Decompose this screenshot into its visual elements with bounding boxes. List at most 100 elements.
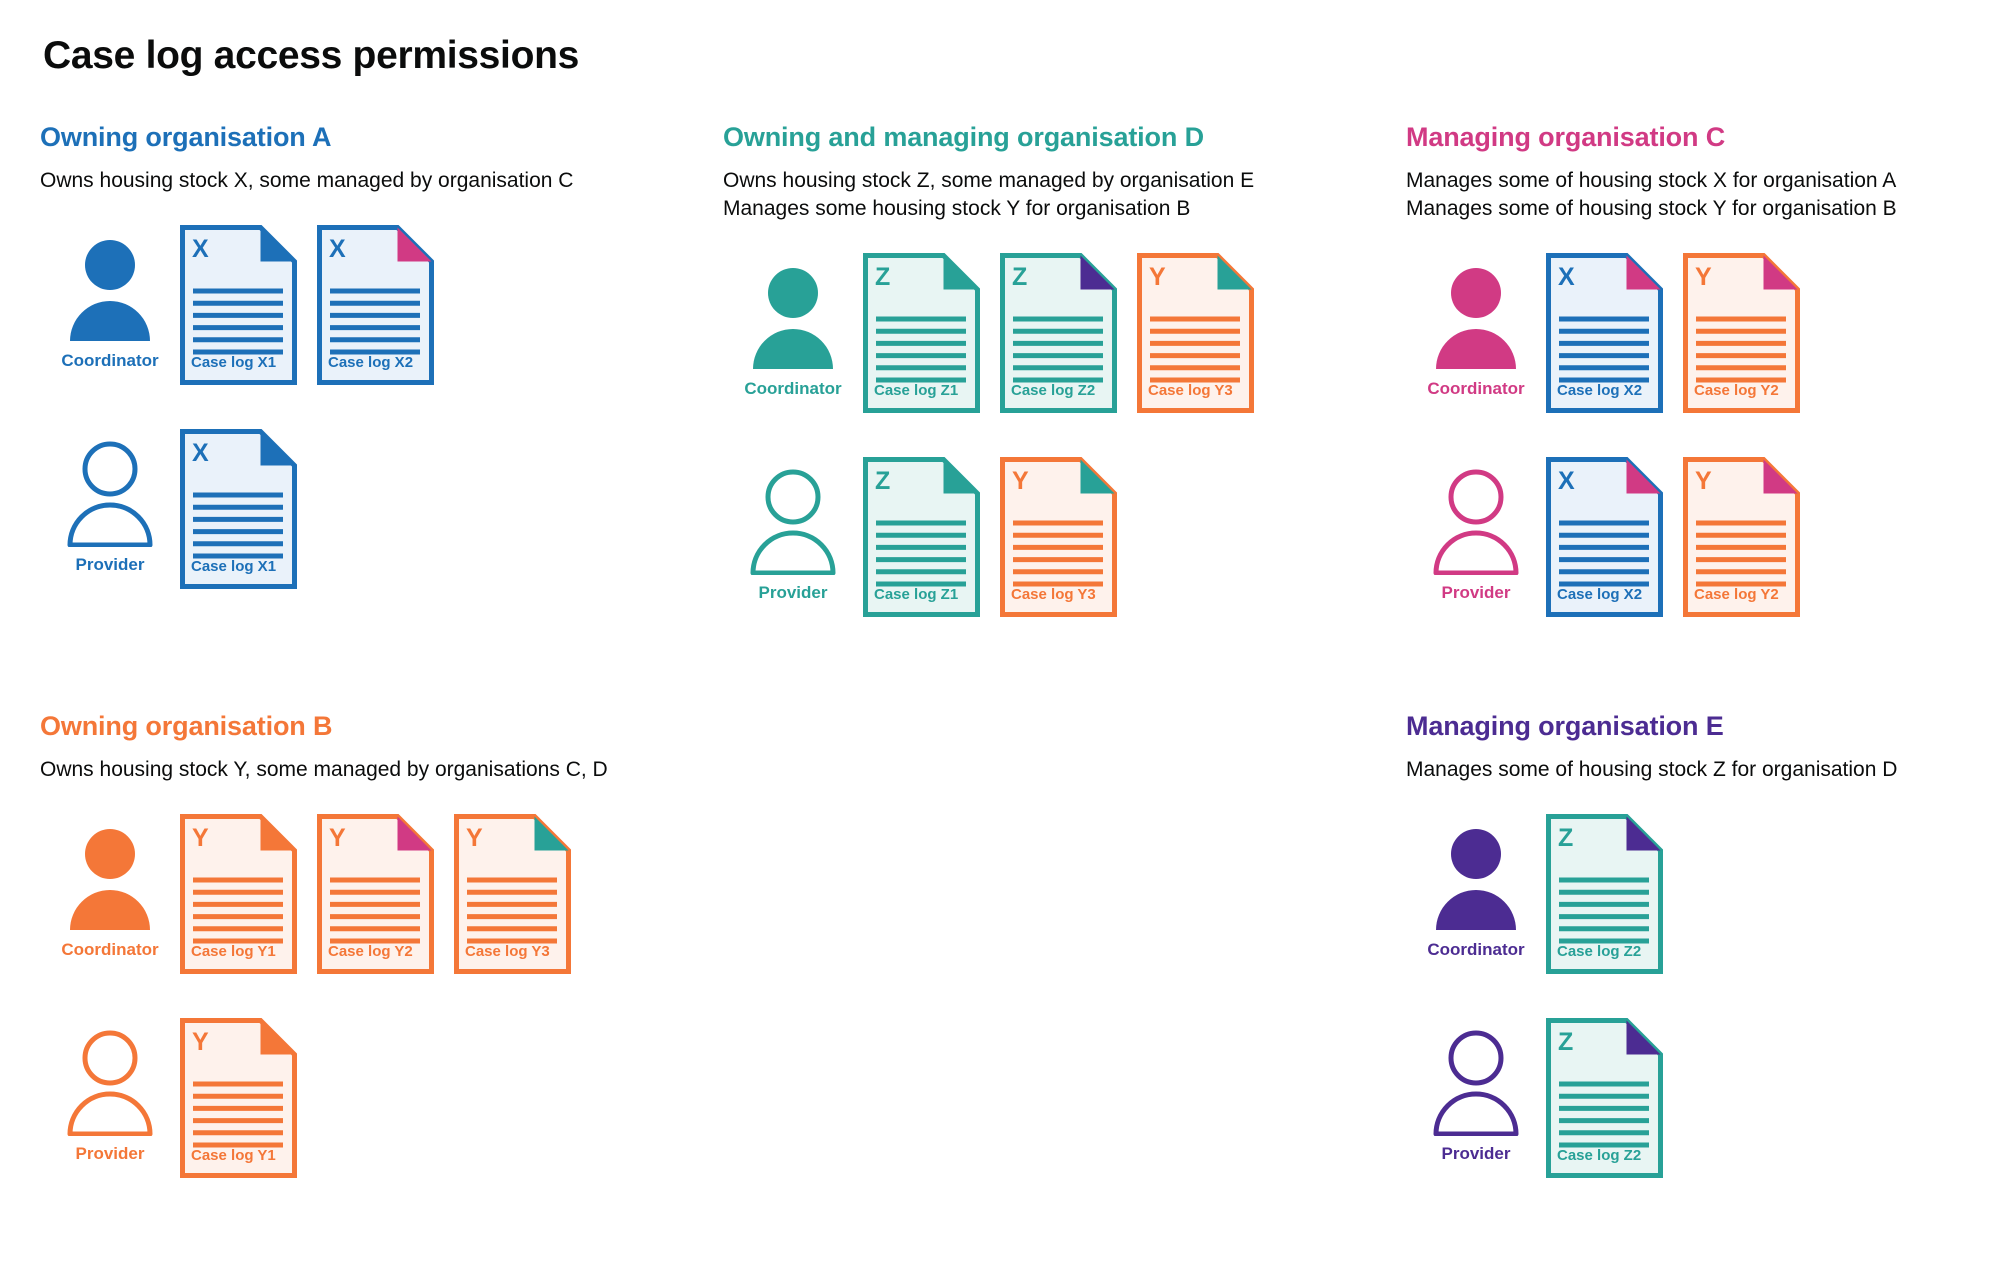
role-row: Coordinator Z Case log Z1 Z Case log Z2 Y Case… — [723, 252, 1406, 413]
document-stock-letter: Y — [329, 823, 346, 852]
person-outline-icon — [1433, 469, 1519, 575]
organisation-title: Owning and managing organisation D — [723, 121, 1204, 152]
document-label: Case log X2 — [328, 353, 414, 371]
case-log-document: Y Case log Y2 — [1683, 252, 1800, 413]
role-row: Coordinator X Case log X2 Y Case log Y2 — [1406, 252, 2000, 413]
role-persona: Coordinator — [723, 253, 863, 399]
case-log-document: Y Case log Y3 — [454, 813, 571, 974]
case-log-document: Y Case log Y2 — [317, 813, 434, 974]
organisation-title: Owning organisation A — [40, 121, 332, 152]
organisation-block-org-d: Owning and managing organisation D Owns h… — [723, 122, 1406, 697]
document-stock-letter: Y — [1695, 262, 1712, 291]
role-row: Coordinator X Case log X1 X Case log X2 — [40, 224, 723, 385]
document-icon — [863, 252, 980, 413]
document-stock-letter: Y — [1695, 466, 1712, 495]
case-log-document: Z Case log Z2 — [1546, 813, 1663, 974]
document-icon — [180, 428, 297, 589]
person-outline-icon — [750, 469, 836, 575]
document-label: Case log Y2 — [328, 942, 413, 960]
document-icon — [180, 1017, 297, 1178]
document-label: Case log Z2 — [1011, 381, 1096, 399]
role-persona: Provider — [40, 1018, 180, 1164]
role-persona: Provider — [723, 457, 863, 603]
organisation-description: Owns housing stock X, some managed by or… — [40, 167, 723, 195]
organisation-block-org-b: Owning organisation B Owns housing stock … — [40, 711, 723, 1178]
case-log-document: Y Case log Y3 — [1000, 456, 1117, 617]
document-label: Case log X1 — [191, 353, 277, 371]
case-log-list: Y Case log Y1 — [180, 1017, 297, 1178]
organisation-description: Manages some of housing stock X for orga… — [1406, 167, 2000, 223]
document-icon — [1546, 456, 1663, 617]
case-log-list: X Case log X1 X Case log X2 — [180, 224, 434, 385]
document-label: Case log Y3 — [465, 942, 550, 960]
document-stock-letter: Y — [466, 823, 483, 852]
document-stock-letter: Y — [192, 823, 209, 852]
case-log-document: X Case log X1 — [180, 224, 297, 385]
document-icon — [1683, 252, 1800, 413]
role-row: Provider X Case log X1 — [40, 428, 723, 589]
role-persona: Coordinator — [1406, 253, 1546, 399]
description-line: Owns housing stock Z, some managed by or… — [723, 168, 1255, 192]
role-persona: Coordinator — [40, 814, 180, 960]
case-log-list: Z Case log Z2 — [1546, 1017, 1663, 1178]
organisation-block-org-e: Managing organisation E Manages some of h… — [1406, 711, 2000, 1178]
role-row: Provider Y Case log Y1 — [40, 1017, 723, 1178]
organisation-title: Managing organisation E — [1406, 710, 1724, 741]
role-row: Provider Z Case log Z1 Y Case log Y3 — [723, 456, 1406, 617]
document-stock-letter: Y — [1012, 466, 1029, 495]
document-label: Case log Y1 — [191, 942, 276, 960]
document-label: Case log Z2 — [1557, 1146, 1642, 1164]
role-label: Coordinator — [61, 350, 159, 370]
document-icon — [1546, 813, 1663, 974]
document-icon — [1000, 252, 1117, 413]
document-label: Case log Z2 — [1557, 942, 1642, 960]
case-log-document: Y Case log Y3 — [1137, 252, 1254, 413]
role-persona: Coordinator — [40, 225, 180, 371]
document-label: Case log X1 — [191, 557, 277, 575]
person-outline-icon — [67, 441, 153, 547]
document-icon — [1000, 456, 1117, 617]
case-log-document: Z Case log Z2 — [1546, 1017, 1663, 1178]
document-stock-letter: Z — [875, 262, 891, 291]
document-label: Case log Y1 — [191, 1146, 276, 1164]
document-label: Case log Z1 — [874, 381, 959, 399]
role-label: Coordinator — [1427, 378, 1525, 398]
role-label: Coordinator — [1427, 939, 1525, 959]
document-stock-letter: X — [1558, 262, 1575, 291]
document-label: Case log X2 — [1557, 381, 1643, 399]
case-log-document: Z Case log Z1 — [863, 456, 980, 617]
document-icon — [180, 224, 297, 385]
case-log-document: X Case log X2 — [1546, 252, 1663, 413]
description-line: Owns housing stock Y, some managed by or… — [40, 757, 608, 781]
document-icon — [180, 813, 297, 974]
person-outline-icon — [1433, 1030, 1519, 1136]
role-label: Coordinator — [744, 378, 842, 398]
role-label: Provider — [75, 554, 145, 574]
role-label: Provider — [75, 1143, 145, 1163]
role-row: Provider Z Case log Z2 — [1406, 1017, 2000, 1178]
organisation-title: Managing organisation C — [1406, 121, 1726, 152]
document-icon — [317, 224, 434, 385]
document-stock-letter: X — [1558, 466, 1575, 495]
person-filled-icon — [1436, 828, 1516, 930]
document-stock-letter: Z — [1558, 1027, 1574, 1056]
role-persona: Coordinator — [1406, 814, 1546, 960]
document-icon — [454, 813, 571, 974]
organisation-block-org-a: Owning organisation A Owns housing stock … — [40, 122, 723, 697]
document-label: Case log X2 — [1557, 585, 1643, 603]
case-log-document: Y Case log Y1 — [180, 1017, 297, 1178]
document-stock-letter: Z — [1012, 262, 1028, 291]
case-log-list: Z Case log Z1 Y Case log Y3 — [863, 456, 1117, 617]
document-label: Case log Y2 — [1694, 585, 1779, 603]
role-row: Coordinator Y Case log Y1 Y Case log Y2 Y Case… — [40, 813, 723, 974]
person-outline-icon — [67, 1030, 153, 1136]
description-line: Manages some of housing stock Y for orga… — [1406, 196, 1897, 220]
role-row: Coordinator Z Case log Z2 — [1406, 813, 2000, 974]
role-persona: Provider — [40, 429, 180, 575]
document-icon — [1683, 456, 1800, 617]
case-log-document: Y Case log Y2 — [1683, 456, 1800, 617]
case-log-document: X Case log X2 — [1546, 456, 1663, 617]
description-line: Manages some of housing stock X for orga… — [1406, 168, 1897, 192]
role-persona: Provider — [1406, 1018, 1546, 1164]
